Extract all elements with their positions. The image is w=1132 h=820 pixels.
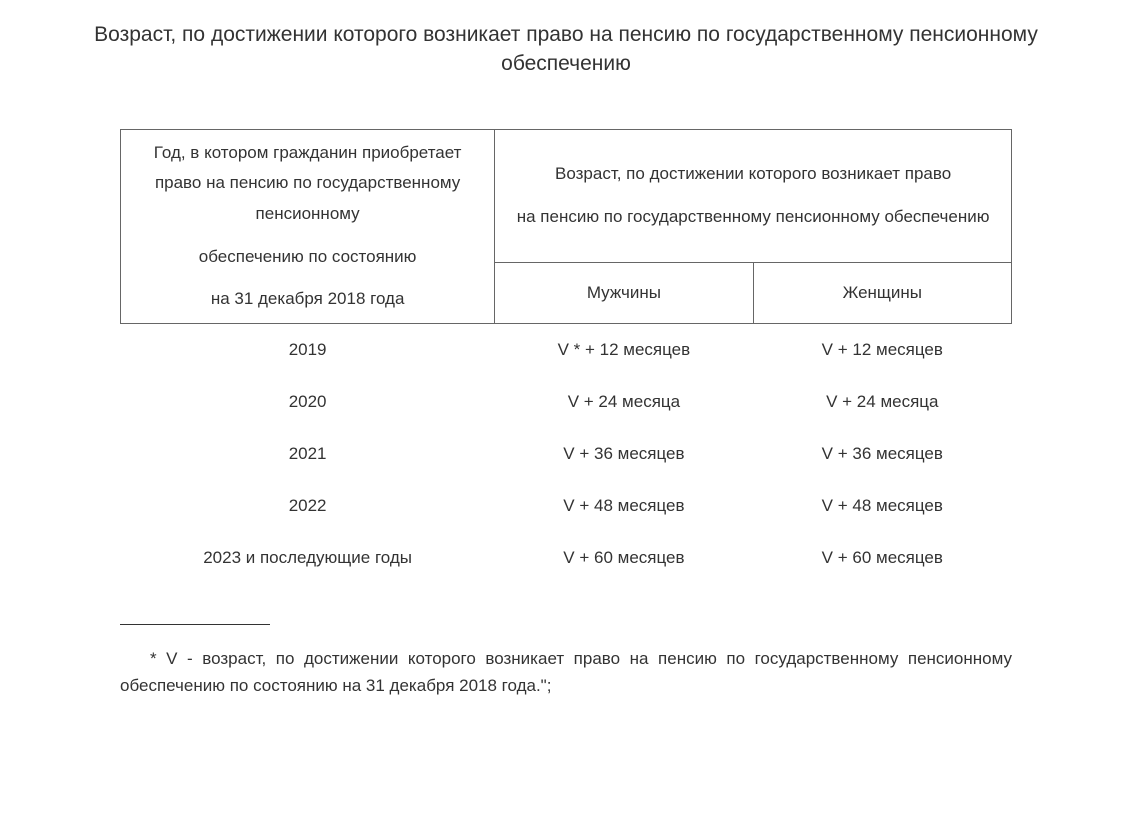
table-row: 2021 V + 36 месяцев V + 36 месяцев: [121, 428, 1012, 480]
header-age-column: Возраст, по достижении которого возникае…: [495, 129, 1012, 262]
cell-men: V + 60 месяцев: [495, 532, 753, 584]
table-row: 2019 V * + 12 месяцев V + 12 месяцев: [121, 323, 1012, 376]
cell-men: V + 36 месяцев: [495, 428, 753, 480]
cell-men: V + 48 месяцев: [495, 480, 753, 532]
cell-year: 2023 и последующие годы: [121, 532, 495, 584]
cell-year: 2019: [121, 323, 495, 376]
header-year-line1: Год, в котором гражданин приобретает пра…: [133, 138, 482, 230]
header-year-line3: на 31 декабря 2018 года: [133, 284, 482, 315]
header-age-line1: Возраст, по достижении которого возникае…: [507, 159, 999, 190]
cell-women: V + 12 месяцев: [753, 323, 1011, 376]
cell-year: 2020: [121, 376, 495, 428]
table-row: 2020 V + 24 месяца V + 24 месяца: [121, 376, 1012, 428]
cell-year: 2022: [121, 480, 495, 532]
table-header-row-1: Год, в котором гражданин приобретает пра…: [121, 129, 1012, 262]
footnote-divider: [120, 624, 270, 625]
table-row: 2022 V + 48 месяцев V + 48 месяцев: [121, 480, 1012, 532]
subheader-women: Женщины: [753, 263, 1011, 324]
pension-table: Год, в котором гражданин приобретает пра…: [120, 129, 1012, 584]
footnote-text: * V - возраст, по достижении которого во…: [120, 645, 1012, 699]
header-year-line2: обеспечению по состоянию: [133, 242, 482, 273]
table-body: 2019 V * + 12 месяцев V + 12 месяцев 202…: [121, 323, 1012, 584]
page-title: Возраст, по достижении которого возникае…: [80, 20, 1052, 79]
subheader-men: Мужчины: [495, 263, 753, 324]
cell-women: V + 48 месяцев: [753, 480, 1011, 532]
cell-year: 2021: [121, 428, 495, 480]
pension-table-container: Год, в котором гражданин приобретает пра…: [120, 129, 1012, 584]
header-age-line2: на пенсию по государственному пенсионном…: [507, 202, 999, 233]
table-row: 2023 и последующие годы V + 60 месяцев V…: [121, 532, 1012, 584]
cell-men: V * + 12 месяцев: [495, 323, 753, 376]
cell-women: V + 24 месяца: [753, 376, 1011, 428]
cell-women: V + 36 месяцев: [753, 428, 1011, 480]
cell-men: V + 24 месяца: [495, 376, 753, 428]
cell-women: V + 60 месяцев: [753, 532, 1011, 584]
header-year-column: Год, в котором гражданин приобретает пра…: [121, 129, 495, 323]
